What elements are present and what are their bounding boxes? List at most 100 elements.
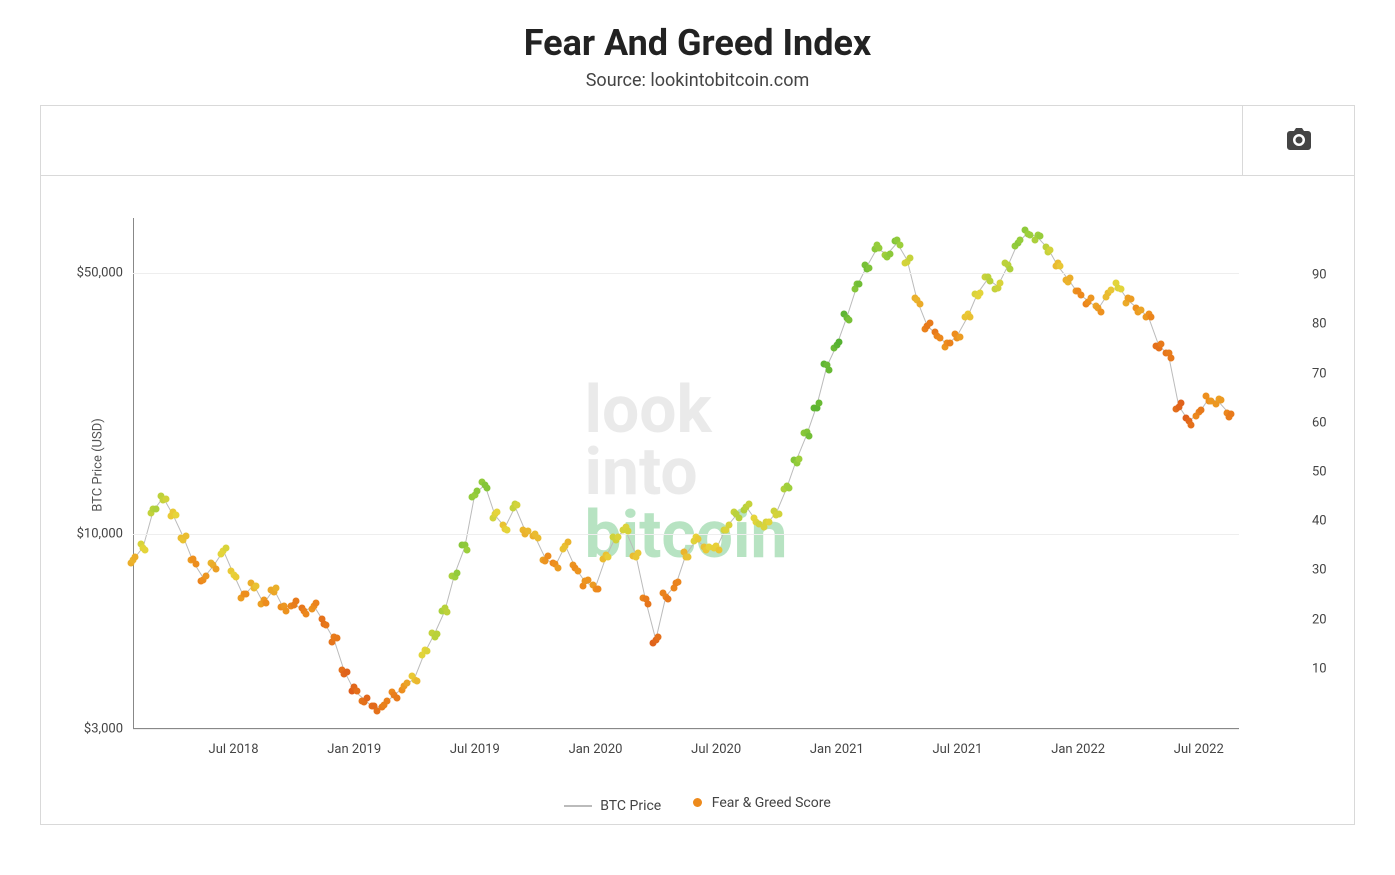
data-point [806,433,813,440]
data-point [243,590,250,597]
data-point [997,280,1004,287]
y-tick-label: $10,000 [77,526,129,541]
gridline [133,729,1239,730]
y-tick-label: $50,000 [77,265,129,280]
colorbar-tick: 70 [1312,366,1327,381]
data-point [1228,411,1235,418]
data-point [675,578,682,585]
x-tick-label: Jan 2019 [327,742,381,757]
data-point [936,335,943,342]
data-point [846,317,853,324]
chart-toolbar [41,106,1354,176]
colorbar-tick: 40 [1312,514,1327,529]
data-point [474,487,481,494]
x-tick-label: Jul 2021 [932,742,982,757]
data-point [444,608,451,615]
data-point [1127,295,1134,302]
data-point [775,511,782,518]
data-point [625,528,632,535]
gridline [133,273,1239,274]
data-point [574,568,581,575]
data-point [323,621,330,628]
legend-item-score[interactable]: Fear & Greed Score [693,795,831,811]
data-point [293,597,300,604]
data-point [343,668,350,675]
data-point [353,687,360,694]
data-point [926,319,933,326]
data-point [1178,399,1185,406]
chart-title: Fear And Greed Index [0,22,1395,64]
data-point [1077,292,1084,299]
data-point [826,366,833,373]
data-point [494,509,501,516]
data-point [1097,309,1104,316]
data-point [1067,275,1074,282]
data-point [564,539,571,546]
data-point [1087,295,1094,302]
data-point [685,553,692,560]
x-tick-label: Jan 2020 [569,742,623,757]
colorbar-tick: 80 [1312,317,1327,332]
data-point [172,511,179,518]
data-point [785,484,792,491]
data-point [906,254,913,261]
data-point [1198,407,1205,414]
data-point [946,339,953,346]
y-axis-label: BTC Price (USD) [90,418,105,512]
data-point [1157,340,1164,347]
colorbar-tick: 90 [1312,268,1327,283]
legend-line-icon [564,805,592,807]
data-point [423,647,430,654]
download-image-button[interactable] [1242,106,1354,176]
x-tick-label: Jul 2019 [450,742,500,757]
data-point [866,264,873,271]
data-point [363,695,370,702]
data-point [192,560,199,567]
data-point [1147,314,1154,321]
data-point [735,515,742,522]
data-point [222,544,229,551]
data-point [1007,266,1014,273]
data-point [1218,397,1225,404]
data-point [665,596,672,603]
colorbar-tick: 20 [1312,612,1327,627]
color-bar: 102030405060708090 [1290,226,1306,718]
legend-score-label: Fear & Greed Score [712,795,831,811]
data-point [232,573,239,580]
data-point [886,250,893,257]
data-point [725,522,732,529]
data-point [132,553,139,560]
colorbar-tick: 50 [1312,465,1327,480]
data-point [745,500,752,507]
data-point [162,496,169,503]
data-point [544,553,551,560]
data-point [715,547,722,554]
data-point [796,456,803,463]
chart-subtitle: Source: lookintobitcoin.com [0,70,1395,91]
data-point [263,600,270,607]
data-point [1057,263,1064,270]
data-point [504,526,511,533]
data-point [615,534,622,541]
y-tick-label: $3,000 [84,722,129,737]
data-point [202,572,209,579]
data-point [655,633,662,640]
colorbar-tick: 10 [1312,661,1327,676]
data-point [987,278,994,285]
data-point [1117,285,1124,292]
data-point [152,505,159,512]
legend-item-price[interactable]: BTC Price [564,798,661,814]
data-point [876,244,883,251]
x-tick-label: Jan 2022 [1051,742,1105,757]
data-point [916,300,923,307]
data-point [393,695,400,702]
data-point [956,333,963,340]
data-point [1168,354,1175,361]
x-tick-label: Jul 2020 [691,742,741,757]
data-point [695,536,702,543]
data-point [142,547,149,554]
data-point [1107,287,1114,294]
data-point [1188,421,1195,428]
data-point [413,678,420,685]
data-point [454,569,461,576]
